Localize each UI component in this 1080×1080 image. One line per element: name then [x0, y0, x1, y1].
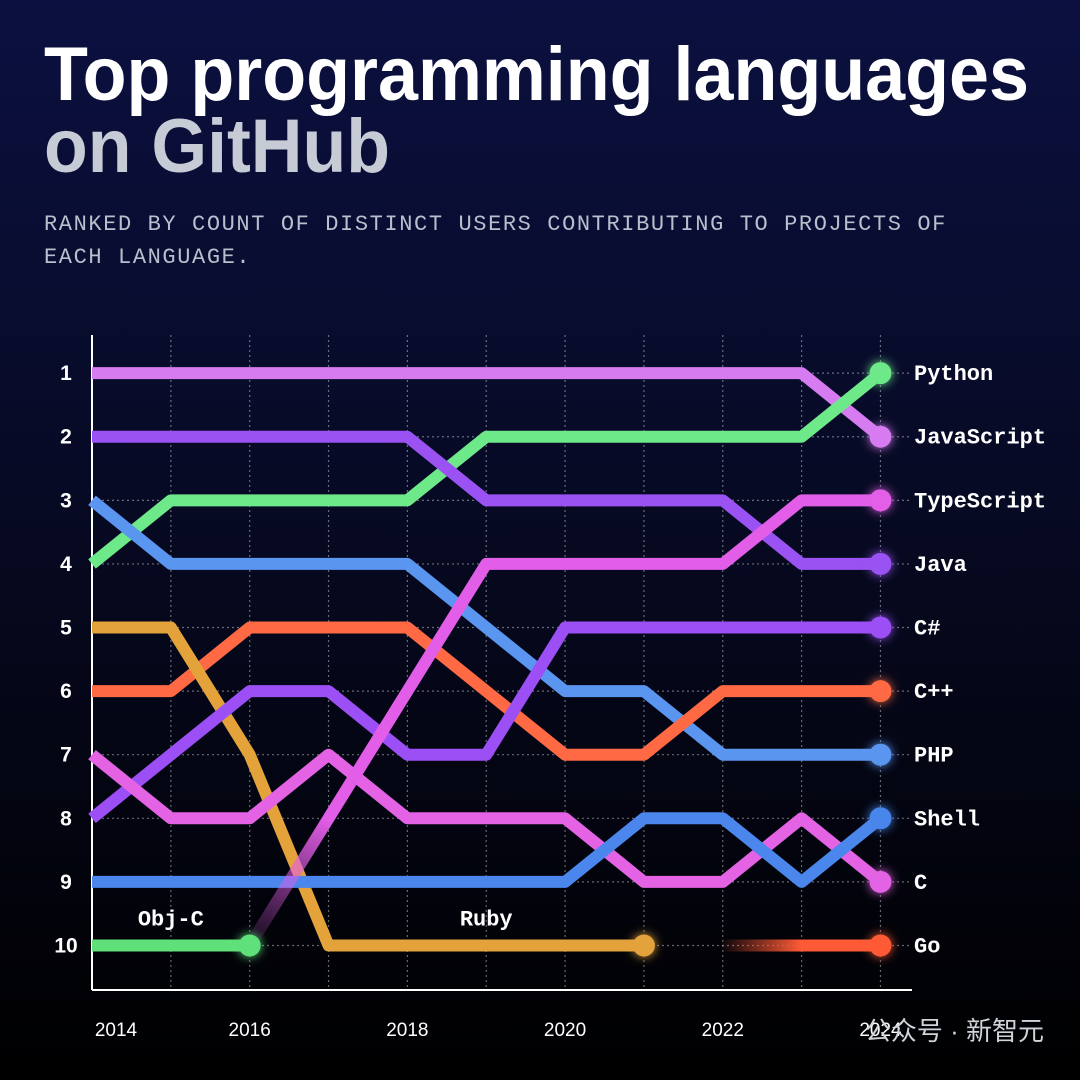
series-label: Java — [914, 553, 967, 578]
series-label: Obj-C — [138, 907, 204, 932]
series-line — [88, 748, 885, 888]
series-label: Ruby — [460, 907, 513, 932]
end-dot — [869, 616, 892, 639]
y-tick-label: 3 — [60, 489, 72, 512]
series-line — [244, 494, 881, 949]
end-dot — [869, 807, 892, 830]
x-tick-label: 2018 — [386, 1020, 428, 1041]
series-label: TypeScript — [914, 489, 1046, 514]
series-line — [92, 621, 881, 761]
end-dot — [869, 870, 892, 893]
chart-title: Top programming languages — [44, 32, 1029, 117]
series-line — [92, 367, 885, 442]
chart-title-line2: on GitHub — [44, 104, 390, 189]
end-dot — [632, 934, 655, 957]
series-label: PHP — [914, 744, 954, 769]
series-label: JavaScript — [914, 426, 1046, 451]
y-tick-label: 10 — [54, 934, 77, 957]
x-tick-label: 2014 — [95, 1020, 138, 1041]
end-dot — [238, 934, 261, 957]
series-line — [92, 621, 644, 952]
series-line — [88, 495, 881, 761]
series-line — [88, 621, 881, 823]
series-label: Shell — [914, 807, 980, 832]
watermark: 公众号 · 新智元 — [865, 1016, 1044, 1046]
series-label: C# — [914, 617, 940, 642]
y-tick-label: 5 — [60, 617, 72, 640]
y-tick-label: 9 — [60, 871, 72, 894]
subtitle: RANKED BY COUNT OF DISTINCT USERS CONTRI… — [44, 212, 947, 270]
end-dot — [869, 934, 892, 957]
y-tick-label: 1 — [60, 362, 72, 385]
y-tick-label: 8 — [60, 807, 72, 830]
series-label: C++ — [914, 680, 954, 705]
series-label: Python — [914, 362, 993, 387]
x-tick-label: 2020 — [544, 1020, 586, 1041]
y-tick-label: 4 — [60, 553, 72, 576]
series-label: Go — [914, 934, 940, 959]
end-dot — [869, 743, 892, 766]
x-tick-label: 2024 — [859, 1020, 902, 1041]
series-line — [92, 812, 885, 888]
end-dot — [869, 680, 892, 703]
series-line — [92, 430, 881, 570]
end-dot — [869, 425, 892, 448]
y-tick-label: 6 — [60, 680, 72, 703]
series-line — [88, 368, 885, 569]
x-tick-label: 2022 — [702, 1020, 744, 1041]
end-dot — [869, 552, 892, 575]
end-dot — [869, 362, 892, 385]
series-label: C — [914, 871, 927, 896]
end-dot — [869, 489, 892, 512]
y-tick-label: 7 — [60, 744, 72, 767]
x-tick-label: 2016 — [229, 1020, 271, 1041]
y-tick-label: 2 — [60, 426, 72, 449]
